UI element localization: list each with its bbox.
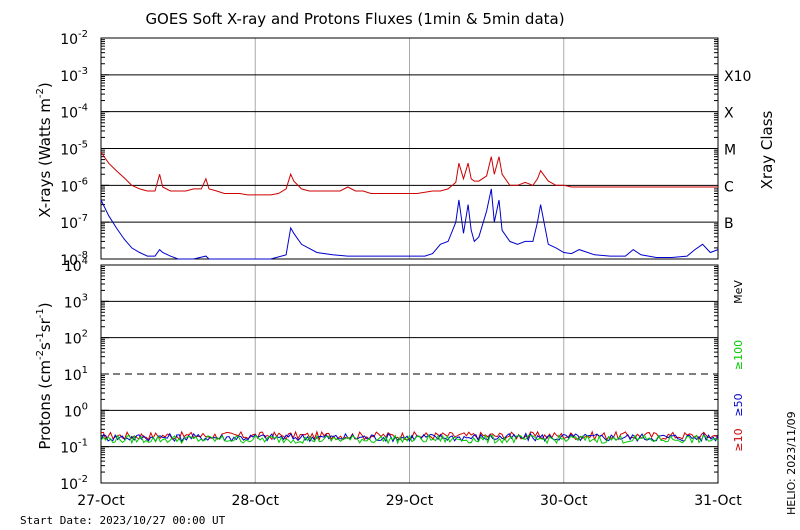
x-tick-label: 30-Oct (540, 493, 588, 509)
y-tick-label: 100 (64, 401, 88, 420)
plot-frame (100, 264, 719, 484)
y-tick-label: 10-3 (60, 66, 88, 85)
proton-series-line (100, 433, 719, 445)
y-tick-label: 104 (64, 256, 88, 275)
y-tick-label: 10-7 (60, 213, 88, 232)
y-tick-label: 102 (64, 329, 88, 348)
proton-legend-label: ≥10 (732, 428, 745, 451)
y-tick-label: 10-2 (60, 29, 88, 48)
start-date-label: Start Date: 2023/10/27 00:00 UT (20, 514, 226, 527)
xray-short-series-line (100, 188, 719, 260)
x-tick-label: 27-Oct (77, 493, 125, 509)
y-tick-label: 101 (64, 365, 88, 384)
chart-title: GOES Soft X-ray and Protons Fluxes (1min… (145, 10, 564, 28)
y-tick-label: 10-5 (60, 140, 88, 159)
flare-class-label: M (724, 143, 736, 159)
helio-credit-label: HELIO: 2023/11/09 (785, 411, 798, 515)
x-tick-label: 28-Oct (232, 493, 280, 509)
x-tick-label: 29-Oct (386, 493, 434, 509)
proton-unit-label: MeV (732, 280, 745, 304)
plot-frame (100, 37, 719, 260)
y-tick-label: 10-4 (60, 103, 88, 122)
x-tick-label: 31-Oct (694, 493, 742, 509)
proton-series-line (100, 430, 719, 442)
proton-panel: 10-2 10-1 100 101 102 103 104 ≥10 ≥50 ≥100 MeV Prot… (35, 256, 745, 493)
proton-y-axis-label: Protons (cm-2s-1sr-1) (35, 302, 54, 449)
xray-panel: 10-8 10-7 10-6 10-5 10-4 10-3 10-2 X10 X M C B Xray … (35, 29, 776, 269)
y-tick-label: 10-6 (60, 176, 88, 195)
y-tick-label: 10-8 (60, 250, 88, 269)
y-tick-label: 103 (64, 292, 88, 311)
y-tick-label: 10-2 (60, 474, 88, 493)
xray-long-series-line (100, 151, 718, 196)
proton-legend-label: ≥50 (732, 393, 745, 416)
flare-class-label: C (724, 179, 734, 195)
xray-class-axis-label: Xray Class (758, 110, 776, 189)
xray-y-axis-label: X-rays (Watts m-2) (35, 82, 54, 217)
flare-class-label: X10 (724, 69, 751, 85)
proton-legend-label: ≥100 (732, 340, 745, 370)
flare-class-label: B (724, 216, 734, 232)
flare-class-label: X (724, 106, 734, 122)
y-tick-label: 10-1 (60, 438, 88, 457)
